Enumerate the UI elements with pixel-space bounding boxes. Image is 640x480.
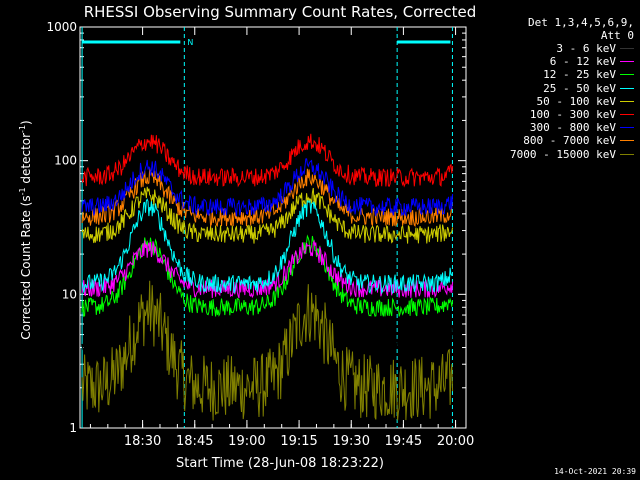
legend-label: 800 - 7000 keV	[523, 134, 616, 148]
series-line	[81, 133, 454, 188]
x-tick-label: 19:00	[228, 434, 265, 449]
legend-label: 25 - 50 keV	[543, 81, 616, 95]
y-tick-label: 1000	[46, 20, 77, 34]
legend-header: Att 0	[600, 29, 634, 42]
plot-frame	[79, 26, 467, 429]
legend-entry: 6 - 12 keV	[550, 55, 634, 68]
series-line	[81, 239, 454, 299]
legend-swatch	[620, 74, 634, 76]
chart-title: RHESSI Observing Summary Count Rates, Co…	[84, 3, 477, 21]
series-line	[81, 280, 454, 421]
legend-entry: 50 - 100 keV	[537, 95, 634, 108]
y-tick-label: 1	[69, 421, 77, 435]
y-tick-label: 100	[54, 154, 77, 168]
series-line	[81, 257, 454, 354]
series-line	[81, 168, 454, 228]
legend-entry: 300 - 800 keV	[530, 121, 634, 134]
legend-label: 12 - 25 keV	[543, 68, 616, 82]
legend-swatch	[620, 100, 634, 102]
generated-timestamp: 14-Oct-2021 20:39	[554, 467, 636, 476]
night-marker: N	[187, 38, 193, 47]
plot-area: 1 10 100 1000 18:30 18:45 19:00 19:15 19:30 19:45…	[46, 20, 474, 449]
legend-label: 6 - 12 keV	[549, 55, 616, 69]
x-tick-label: 18:30	[124, 434, 161, 449]
legend-entry: 800 - 7000 keV	[523, 134, 634, 147]
x-tick-label: 20:00	[437, 434, 474, 449]
legend-entry: 25 - 50 keV	[543, 82, 634, 95]
legend-label: 3 - 6 keV	[556, 42, 616, 55]
x-tick-label: 19:15	[280, 434, 317, 449]
legend-entry: 7000 - 15000 keV	[510, 148, 634, 161]
series-line	[81, 198, 454, 295]
legend-header: Det 1,3,4,5,6,9,	[528, 16, 634, 29]
y-axis-label: Corrected Count Rate (s-1 detector-1)	[18, 120, 33, 339]
legend-entry: 3 - 6 keV	[556, 42, 634, 55]
series-line	[81, 158, 454, 218]
x-tick-label: 19:45	[385, 434, 422, 449]
series-line	[81, 186, 454, 244]
legend-swatch	[620, 114, 634, 115]
legend-entry: 12 - 25 keV	[543, 68, 634, 81]
legend-swatch	[620, 48, 634, 49]
x-tick-label: 19:30	[333, 434, 370, 449]
x-axis-label: Start Time (28-Jun-08 18:23:22)	[176, 456, 384, 471]
legend-label: 300 - 800 keV	[529, 121, 616, 135]
legend-label: 100 - 300 keV	[529, 108, 616, 121]
legend-entry: 100 - 300 keV	[530, 108, 634, 121]
legend-swatch	[620, 127, 634, 129]
legend-swatch	[620, 61, 634, 63]
legend-label: 50 - 100 keV	[536, 94, 616, 108]
legend-label: 7000 - 15000 keV	[510, 147, 616, 161]
legend-swatch	[620, 153, 634, 155]
legend-swatch	[620, 140, 634, 142]
x-tick-label: 18:45	[176, 434, 213, 449]
y-tick-label: 10	[62, 287, 77, 301]
legend-swatch	[620, 87, 634, 89]
